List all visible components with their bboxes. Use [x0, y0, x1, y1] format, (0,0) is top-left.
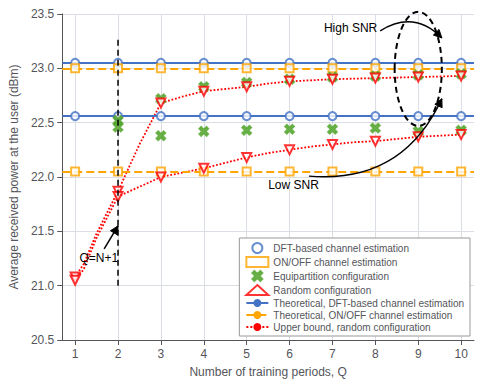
svg-text:10: 10 [454, 347, 468, 361]
svg-text:9: 9 [415, 347, 422, 361]
svg-text:7: 7 [329, 347, 336, 361]
svg-text:23.0: 23.0 [31, 61, 55, 75]
svg-text:22.5: 22.5 [31, 116, 55, 130]
svg-text:4: 4 [200, 347, 207, 361]
svg-text:Average received power at the: Average received power at the user (dBm) [7, 64, 21, 289]
svg-text:5: 5 [243, 347, 250, 361]
svg-text:Upper bound, random configurat: Upper bound, random configuration [273, 322, 430, 333]
svg-text:21.5: 21.5 [31, 224, 55, 238]
svg-text:Equipartition configuration: Equipartition configuration [273, 271, 389, 282]
svg-text:High SNR: High SNR [324, 21, 378, 35]
svg-text:Random configuration: Random configuration [273, 285, 371, 296]
svg-text:8: 8 [372, 347, 379, 361]
svg-text:ON/OFF channel estimation: ON/OFF channel estimation [273, 257, 397, 268]
svg-text:1: 1 [72, 347, 79, 361]
svg-text:3: 3 [158, 347, 165, 361]
svg-text:Theoretical, DFT-based channel: Theoretical, DFT-based channel estimatio… [273, 298, 464, 309]
svg-text:Low SNR: Low SNR [268, 178, 319, 192]
svg-text:23.5: 23.5 [31, 7, 55, 21]
svg-text:22.0: 22.0 [31, 170, 55, 184]
svg-text:20.5: 20.5 [31, 333, 55, 347]
svg-text:Q=N+1: Q=N+1 [79, 251, 118, 265]
svg-text:6: 6 [286, 347, 293, 361]
svg-text:21.0: 21.0 [31, 279, 55, 293]
svg-text:DFT-based channel estimation: DFT-based channel estimation [273, 243, 409, 254]
svg-text:2: 2 [115, 347, 122, 361]
svg-text:Theoretical, ON/OFF channel es: Theoretical, ON/OFF channel estimation [273, 310, 452, 321]
svg-text:Number of training periods, Q: Number of training periods, Q [189, 365, 346, 379]
